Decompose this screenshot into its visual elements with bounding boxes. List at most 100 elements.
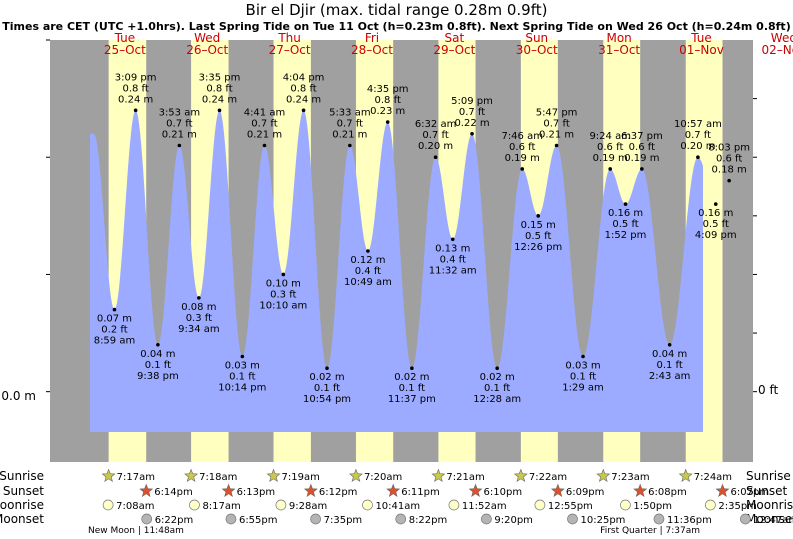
sunrise-star-icon <box>184 468 199 482</box>
row-label-right: Moonrise <box>746 498 793 512</box>
moonset-icon <box>481 513 492 525</box>
date-label: 28–Oct <box>351 43 393 57</box>
low-tide-feet: 0.4 ft <box>355 266 381 277</box>
low-tide-feet: 0.4 ft <box>440 254 466 265</box>
row-label-left: Sunset <box>3 484 44 498</box>
low-tide-time: 8:59 am <box>94 336 136 347</box>
low-tide-feet: 0.3 ft <box>270 289 296 300</box>
high-tide-time: 6:32 am <box>415 119 457 130</box>
sunrise-time: 7:20am <box>364 472 402 483</box>
low-tide-feet: 0.5 ft <box>525 231 551 242</box>
high-tide-time: 5:33 am <box>329 108 371 119</box>
low-tide-time: 12:26 pm <box>514 242 562 253</box>
high-tide-meters: 0.24 m <box>286 94 321 105</box>
moon-phase-first-quarter: First Quarter | 7:37am <box>600 526 700 536</box>
high-tide-point <box>470 131 474 136</box>
low-tide-meters: 0.02 m <box>394 372 429 383</box>
high-tide-meters: 0.20 m <box>680 141 715 152</box>
day-of-week-label: Wed <box>771 31 793 45</box>
row-label-right: Moonset <box>746 512 793 526</box>
high-tide-meters: 0.23 m <box>370 106 405 117</box>
high-tide-point <box>727 178 731 183</box>
high-tide-feet: 0.8 ft <box>290 83 316 94</box>
low-tide-point <box>536 214 541 218</box>
low-tide-time: 11:32 am <box>429 265 477 276</box>
low-tide-point <box>581 354 585 359</box>
low-tide-point <box>156 342 160 347</box>
high-tide-feet: 0.7 ft <box>543 119 569 130</box>
low-tide-point <box>495 366 499 371</box>
high-tide-time: 7:46 am <box>501 131 543 142</box>
high-tide-feet: 0.6 ft <box>509 142 535 153</box>
sunset-time: 6:12pm <box>319 487 358 498</box>
sunrise-star-icon <box>101 468 116 482</box>
high-tide-feet: 0.7 ft <box>337 119 363 130</box>
date-label: 25–Oct <box>104 43 146 57</box>
high-tide-time: 4:35 pm <box>367 84 409 95</box>
row-label-right: Sunrise <box>746 469 791 483</box>
moonrise-time: 11:52am <box>462 501 507 512</box>
low-tide-meters: 0.03 m <box>565 361 600 372</box>
high-tide-point <box>520 167 525 171</box>
high-tide-meters: 0.19 m <box>624 153 659 164</box>
sunrise-star-icon <box>678 468 693 482</box>
low-tide-time: 1:29 am <box>562 383 604 394</box>
high-tide-time: 6:37 pm <box>621 131 663 142</box>
high-tide-feet: 0.7 ft <box>685 130 711 141</box>
axes-layer <box>46 39 757 393</box>
low-tide-feet: 0.2 ft <box>101 325 127 336</box>
high-tide-point <box>301 108 306 113</box>
moonset-time: 10:25pm <box>581 515 626 526</box>
sunrise-star-icon <box>349 468 363 482</box>
day-of-week-label: Thu <box>277 31 301 45</box>
moonset-icon <box>653 513 665 525</box>
moonrise-time: 9:28am <box>289 501 327 512</box>
high-tide-meters: 0.22 m <box>454 118 489 129</box>
low-tide-time: 10:10 am <box>259 300 307 311</box>
day-of-week-label: Fri <box>365 31 379 45</box>
moonrise-icon <box>189 499 200 511</box>
low-tide-point <box>197 296 201 300</box>
sunrise-time: 7:17am <box>117 472 155 483</box>
high-tide-point <box>385 120 390 124</box>
low-tide-point <box>667 342 672 347</box>
moonrise-icon <box>534 499 546 511</box>
low-tide-time: 1:52 pm <box>605 230 647 241</box>
moonrise-time: 10:41am <box>375 501 420 512</box>
low-tide-time: 10:54 pm <box>303 394 351 405</box>
high-tide-point <box>133 108 138 113</box>
low-tide-meters: 0.16 m <box>698 208 733 219</box>
moonset-time: 11:36pm <box>667 515 712 526</box>
high-tide-meters: 0.21 m <box>332 130 367 141</box>
high-tide-feet: 0.7 ft <box>251 119 277 130</box>
day-labels-layer: Tue25–OctWed26–OctThu27–OctFri28–OctSat2… <box>104 31 793 57</box>
sunset-time: 6:09pm <box>566 487 605 498</box>
sunrise-time: 7:24am <box>694 472 732 483</box>
sunset-star-icon <box>221 483 236 497</box>
low-tide-time: 9:38 pm <box>137 371 179 382</box>
low-tide-meters: 0.12 m <box>350 255 385 266</box>
high-tide-point <box>262 143 267 148</box>
moonset-icon <box>395 513 407 525</box>
high-tide-feet: 0.6 ft <box>629 142 655 153</box>
y-axis-label-feet: 0 ft <box>758 383 778 397</box>
moonset-icon <box>141 513 153 525</box>
low-tide-time: 10:49 am <box>344 277 392 288</box>
sunset-star-icon <box>386 483 401 497</box>
high-tide-meters: 0.20 m <box>418 141 453 152</box>
day-of-week-label: Wed <box>194 31 220 45</box>
low-tide-meters: 0.02 m <box>309 372 344 383</box>
moonset-icon <box>225 513 237 525</box>
high-tide-feet: 0.8 ft <box>122 83 148 94</box>
low-tide-time: 4:09 pm <box>695 230 737 241</box>
sunrise-star-icon <box>513 468 528 482</box>
day-of-week-label: Tue <box>114 31 136 45</box>
date-label: 31–Oct <box>598 43 640 57</box>
sunrise-time: 7:18am <box>199 472 237 483</box>
moonrise-time: 1:50pm <box>633 501 672 512</box>
low-tide-time: 2:43 am <box>649 371 691 382</box>
high-tide-time: 3:35 pm <box>199 72 241 83</box>
high-tide-meters: 0.21 m <box>162 130 197 141</box>
moonrise-icon <box>705 499 716 511</box>
high-tide-feet: 0.7 ft <box>459 107 485 118</box>
